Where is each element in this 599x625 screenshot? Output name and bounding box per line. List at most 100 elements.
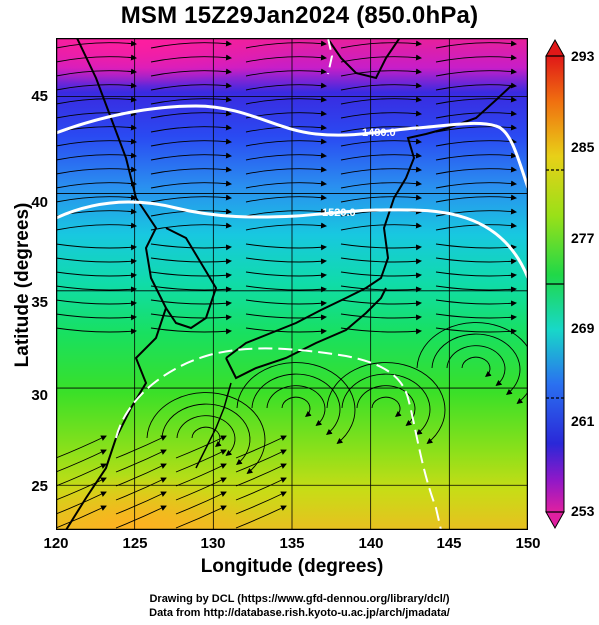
map-panel[interactable]: 1480.0 1520.0 xyxy=(56,38,528,530)
streamline-4 xyxy=(435,40,517,49)
streamline-18 xyxy=(340,82,422,91)
streamline-53 xyxy=(340,180,422,189)
streamline-127 xyxy=(175,449,227,473)
streamline-55 xyxy=(56,194,137,203)
streamline-37 xyxy=(245,138,327,147)
chart-title: MSM 15Z29Jan2024 (850.0hPa) xyxy=(120,2,479,29)
streamline-12 xyxy=(245,68,327,77)
streamline-66 xyxy=(150,222,232,231)
streamline-81 xyxy=(150,271,232,279)
streamline-121 xyxy=(56,435,107,459)
streamline-109 xyxy=(371,396,402,418)
streamline-110 xyxy=(356,385,416,427)
streamline-44 xyxy=(435,152,517,161)
streamline-132 xyxy=(235,463,287,487)
streamline-90 xyxy=(56,299,137,307)
streamline-112 xyxy=(326,362,446,445)
coastline-sakhalin xyxy=(326,38,401,80)
streamline-88 xyxy=(340,285,422,293)
streamline-79 xyxy=(435,257,517,265)
streamline-72 xyxy=(245,243,327,251)
streamline-139 xyxy=(175,491,227,515)
contour-1480 xyxy=(56,104,528,189)
contour-label-1520: 1520.0 xyxy=(322,207,356,219)
streamline-84 xyxy=(435,271,517,279)
streamline-35 xyxy=(56,138,137,147)
coastline xyxy=(65,38,512,530)
streamline-47 xyxy=(245,166,327,175)
streamline-89 xyxy=(435,285,517,293)
streamline-134 xyxy=(115,477,167,501)
streamline-108 xyxy=(236,362,356,445)
streamline-75 xyxy=(56,257,137,265)
streamline-140 xyxy=(235,491,287,515)
streamline-51 xyxy=(150,180,232,189)
streamline-104 xyxy=(435,327,517,335)
warm-air-region xyxy=(56,418,316,530)
streamline-2 xyxy=(245,40,327,49)
streamline-56 xyxy=(150,194,232,203)
contour-label-1480: 1480.0 xyxy=(362,127,396,139)
colorbar-tick-253: 253 xyxy=(571,503,595,519)
streamline-21 xyxy=(150,96,232,105)
streamline-49 xyxy=(435,166,517,175)
streamline-114 xyxy=(176,415,236,457)
streamline-91 xyxy=(150,299,232,307)
streamline-39 xyxy=(435,138,517,147)
streamline-17 xyxy=(245,82,327,91)
streamline-122 xyxy=(115,435,167,459)
streamline-143 xyxy=(175,505,227,529)
streamline-119 xyxy=(431,333,521,396)
colorbar-min-arrow xyxy=(545,511,565,530)
streamline-28 xyxy=(340,110,422,119)
coastline-japan-south xyxy=(225,287,387,380)
streamline-98 xyxy=(340,313,422,321)
streamline-77 xyxy=(245,257,327,265)
streamline-48 xyxy=(340,166,422,175)
streamline-38 xyxy=(340,138,422,147)
streamline-8 xyxy=(340,54,422,63)
streamline-113 xyxy=(191,426,222,448)
temperature-wind-map[interactable]: 1480.0 1520.0 xyxy=(56,38,528,530)
streamline-26 xyxy=(150,110,232,119)
x-tick-145: 145 xyxy=(436,535,462,552)
contour-south xyxy=(115,347,442,530)
streamline-10 xyxy=(56,68,137,77)
streamline-111 xyxy=(341,373,431,436)
streamline-136 xyxy=(235,477,287,501)
streamline-76 xyxy=(150,257,232,265)
streamline-100 xyxy=(56,327,137,335)
streamline-7 xyxy=(245,54,327,63)
streamline-36 xyxy=(150,138,232,147)
streamline-125 xyxy=(56,449,107,473)
colorbar-tick-277: 277 xyxy=(571,230,595,246)
y-axis-label: Latitude (degrees) xyxy=(12,202,33,368)
streamline-106 xyxy=(266,385,326,427)
streamline-128 xyxy=(235,449,287,473)
streamline-92 xyxy=(245,299,327,307)
streamline-11 xyxy=(150,68,232,77)
streamline-97 xyxy=(245,313,327,321)
streamline-105 xyxy=(281,396,312,418)
streamline-94 xyxy=(435,299,517,307)
streamline-87 xyxy=(245,285,327,293)
streamline-14 xyxy=(435,68,517,77)
streamline-137 xyxy=(56,491,107,515)
streamline-67 xyxy=(245,222,327,231)
streamline-29 xyxy=(435,110,517,119)
streamline-5 xyxy=(56,54,137,63)
streamline-96 xyxy=(150,313,232,321)
streamline-126 xyxy=(115,449,167,473)
streamline-46 xyxy=(150,166,232,175)
streamline-99 xyxy=(435,313,517,321)
streamline-62 xyxy=(245,208,327,217)
streamline-13 xyxy=(340,68,422,77)
streamline-78 xyxy=(340,257,422,265)
height-contours: 1480.0 1520.0 xyxy=(56,38,528,530)
colorbar-tick-269: 269 xyxy=(571,320,595,336)
streamline-20 xyxy=(56,96,137,105)
y-tick-30: 30 xyxy=(31,387,48,404)
streamline-86 xyxy=(150,285,232,293)
colorbar xyxy=(545,38,565,530)
x-tick-130: 130 xyxy=(200,535,226,552)
